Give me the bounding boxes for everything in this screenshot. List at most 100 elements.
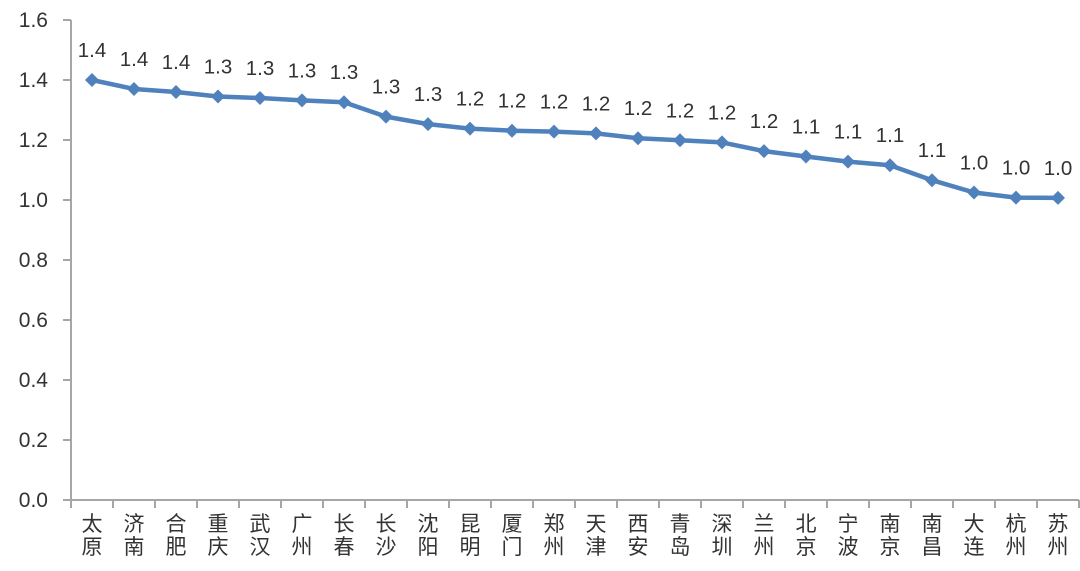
- y-tick-label: 0.4: [19, 369, 49, 392]
- x-category-label: 南: [922, 513, 943, 536]
- x-category-label: 昆: [460, 513, 481, 536]
- x-category-label: 宁: [838, 513, 859, 536]
- x-category-label: 州: [1006, 536, 1027, 559]
- x-category-label: 连: [964, 536, 985, 559]
- x-category-label: 太: [82, 513, 103, 536]
- data-point-marker: [715, 135, 729, 150]
- x-category-label: 大: [964, 513, 985, 536]
- x-category-label: 兰: [754, 513, 775, 536]
- data-point-marker: [673, 133, 687, 148]
- x-category-label: 西: [628, 513, 649, 536]
- x-category-label: 肥: [166, 536, 187, 559]
- data-point-marker: [925, 173, 939, 188]
- data-point-label: 1.1: [876, 124, 905, 147]
- data-point-label: 1.3: [288, 59, 317, 82]
- data-point-marker: [799, 149, 813, 164]
- data-point-label: 1.1: [834, 121, 863, 144]
- x-category-label: 天: [586, 513, 607, 536]
- x-category-label: 庆: [208, 536, 229, 559]
- y-tick-label: 0.2: [19, 429, 48, 452]
- data-point-marker: [463, 121, 477, 136]
- data-point-label: 1.0: [1002, 157, 1031, 180]
- data-point-label: 1.2: [498, 90, 527, 113]
- x-category-label: 汉: [250, 536, 271, 559]
- data-point-label: 1.1: [918, 139, 947, 162]
- data-point-marker: [85, 73, 99, 87]
- y-tick-label: 0.6: [19, 309, 48, 332]
- x-category-label: 青: [670, 513, 691, 536]
- x-category-label: 沈: [418, 513, 439, 536]
- x-category-label: 门: [502, 536, 523, 559]
- data-point-label: 1.4: [162, 51, 191, 74]
- x-category-label: 武: [250, 513, 271, 536]
- x-category-label: 春: [334, 536, 355, 559]
- x-category-label: 北: [796, 513, 817, 536]
- y-tick-label: 1.2: [19, 129, 48, 152]
- x-category-label: 济: [124, 513, 145, 536]
- data-point-label: 1.2: [666, 99, 695, 122]
- series-line: [89, 77, 1061, 201]
- data-point-label: 1.2: [456, 88, 485, 111]
- y-tick-label: 1.0: [19, 189, 48, 212]
- data-point-marker: [589, 126, 603, 141]
- x-category-label: 苏: [1048, 513, 1069, 536]
- x-category-label: 京: [796, 536, 817, 559]
- data-point-marker: [631, 131, 645, 146]
- data-point-marker: [883, 158, 897, 173]
- data-point-label: 1.2: [582, 92, 611, 115]
- data-point-marker: [421, 117, 435, 132]
- x-category-label: 波: [838, 536, 859, 559]
- data-point-label: 1.3: [246, 57, 275, 80]
- data-point-marker: [1051, 190, 1065, 205]
- x-category-label: 京: [880, 536, 901, 559]
- x-category-label: 郑: [544, 513, 565, 536]
- data-point-marker: [505, 123, 519, 138]
- data-point-marker: [547, 124, 561, 139]
- x-category-label: 南: [124, 536, 145, 559]
- x-category-label: 长: [334, 513, 355, 536]
- x-category-label: 长: [376, 513, 397, 536]
- x-category-label: 州: [544, 536, 565, 559]
- data-point-label: 1.3: [330, 61, 359, 84]
- data-point-marker: [253, 91, 267, 105]
- x-category-label: 深: [712, 513, 733, 536]
- data-point-label: 1.2: [750, 110, 779, 133]
- data-point-marker: [337, 95, 351, 110]
- data-point-label: 1.3: [204, 56, 233, 79]
- y-tick-label: 1.4: [19, 69, 49, 92]
- x-category-label: 津: [586, 536, 607, 559]
- data-point-marker: [295, 93, 309, 108]
- x-category-label: 合: [166, 513, 187, 536]
- data-point-label: 1.3: [372, 76, 401, 99]
- data-point-label: 1.2: [540, 91, 569, 114]
- data-point-marker: [169, 85, 183, 99]
- data-point-marker: [967, 185, 981, 200]
- x-category-label: 州: [292, 536, 313, 559]
- x-category-label: 重: [208, 513, 229, 536]
- data-point-marker: [841, 154, 855, 169]
- x-category-label: 沙: [376, 536, 397, 559]
- x-category-label: 明: [460, 536, 481, 559]
- data-point-marker: [127, 82, 141, 96]
- data-point-label: 1.0: [960, 152, 989, 175]
- x-category-label: 杭: [1006, 513, 1027, 536]
- x-category-label: 南: [880, 513, 901, 536]
- data-point-label: 1.4: [120, 48, 149, 71]
- data-point-label: 1.0: [1044, 157, 1073, 180]
- y-tick-label: 0.8: [19, 249, 48, 272]
- data-point-label: 1.2: [624, 97, 653, 120]
- data-point-marker: [211, 89, 225, 104]
- data-point-label: 1.2: [708, 101, 737, 124]
- y-tick-label: 0.0: [19, 489, 48, 512]
- data-point-marker: [1009, 190, 1023, 205]
- x-category-label: 安: [628, 536, 649, 559]
- data-point-label: 1.4: [78, 39, 107, 62]
- data-point-label: 1.3: [414, 83, 443, 106]
- x-category-label: 阳: [418, 536, 439, 559]
- x-category-label: 昌: [922, 536, 943, 559]
- x-category-label: 厦: [502, 513, 523, 536]
- y-tick-label: 1.6: [19, 9, 48, 32]
- x-category-label: 州: [754, 536, 775, 559]
